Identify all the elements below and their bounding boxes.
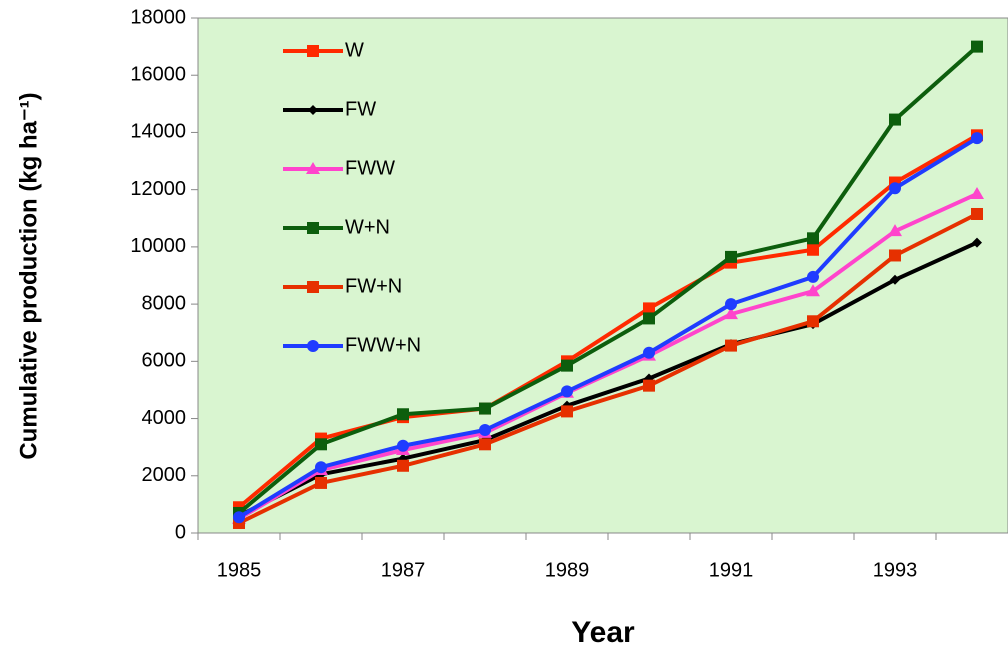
- marker: [971, 132, 983, 145]
- x-tick-label: 1993: [873, 559, 918, 581]
- marker: [889, 249, 901, 262]
- y-tick-label: 16000: [130, 64, 186, 86]
- y-tick-label: 4000: [142, 407, 187, 429]
- legend-label: FWW: [345, 157, 395, 179]
- x-tick-label: 1985: [217, 559, 262, 581]
- y-tick-label: 12000: [130, 178, 186, 200]
- marker: [643, 379, 655, 392]
- marker: [561, 405, 573, 418]
- marker: [889, 182, 901, 195]
- legend-label: FWW+N: [345, 334, 421, 356]
- marker: [397, 408, 409, 421]
- marker: [307, 45, 319, 57]
- marker: [971, 207, 983, 220]
- x-tick-label: 1989: [545, 559, 590, 581]
- marker: [643, 302, 655, 315]
- marker: [306, 162, 320, 174]
- marker: [807, 315, 819, 328]
- marker: [970, 186, 984, 199]
- marker: [725, 339, 737, 352]
- y-tick-label: 2000: [142, 464, 187, 486]
- y-tick-label: 14000: [130, 121, 186, 143]
- marker: [397, 439, 409, 452]
- marker: [972, 237, 982, 248]
- marker: [806, 284, 820, 297]
- marker: [233, 511, 245, 524]
- marker: [397, 459, 409, 472]
- marker: [807, 232, 819, 245]
- series-line: [237, 136, 979, 519]
- marker: [561, 359, 573, 372]
- marker: [724, 307, 738, 320]
- marker: [307, 281, 319, 293]
- marker: [725, 298, 737, 311]
- y-tick-label: 6000: [142, 350, 187, 372]
- marker: [315, 438, 327, 451]
- marker: [890, 274, 900, 285]
- marker: [643, 346, 655, 359]
- marker: [807, 270, 819, 283]
- marker: [479, 438, 491, 451]
- marker: [725, 250, 737, 263]
- legend-label: W: [345, 39, 364, 61]
- marker: [307, 222, 319, 234]
- series-line: [238, 240, 978, 518]
- marker: [971, 40, 983, 53]
- marker: [307, 340, 319, 352]
- series-line: [237, 45, 979, 515]
- series-line: [238, 212, 978, 525]
- y-axis-label: Cumulative production (kg ha⁻¹): [15, 92, 42, 459]
- marker: [888, 224, 902, 237]
- marker: [889, 113, 901, 126]
- y-tick-label: 8000: [142, 292, 187, 314]
- marker: [479, 402, 491, 415]
- y-tick-label: 18000: [130, 6, 186, 28]
- plot-area: [197, 17, 1008, 534]
- marker: [807, 243, 819, 256]
- legend-label: FW: [345, 98, 376, 120]
- marker: [308, 105, 318, 115]
- marker: [643, 312, 655, 325]
- x-tick-label: 1991: [709, 559, 754, 581]
- marker: [479, 424, 491, 436]
- marker: [561, 385, 573, 398]
- legend-label: W+N: [345, 216, 390, 238]
- y-tick-label: 0: [175, 521, 186, 543]
- legend-label: FW+N: [345, 275, 402, 297]
- x-axis-label: Year: [571, 616, 635, 649]
- marker: [315, 461, 327, 474]
- marker: [315, 476, 327, 489]
- y-tick-label: 10000: [130, 235, 186, 257]
- x-tick-label: 1987: [381, 559, 426, 581]
